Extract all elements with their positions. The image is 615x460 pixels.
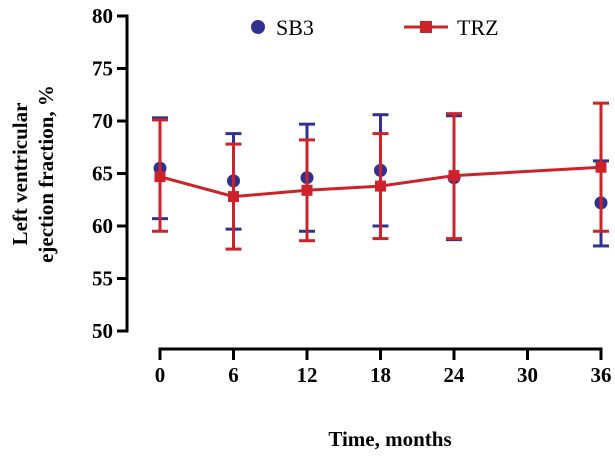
y-tick-label-80: 80 — [92, 4, 113, 28]
x-tick-label-24: 24 — [444, 363, 466, 387]
plot-area — [152, 101, 609, 251]
y-axis-title-line-2: ejection fraction, % — [34, 85, 58, 263]
x-tick-label-0: 0 — [155, 363, 166, 387]
legend-marker-trz — [420, 21, 432, 33]
y-tick-label-50: 50 — [92, 319, 113, 343]
y-tick-label-65: 65 — [92, 162, 113, 186]
y-tick-label-60: 60 — [92, 214, 113, 238]
legend-label-trz: TRZ — [457, 15, 499, 40]
legend-label-sb3: SB3 — [276, 15, 314, 40]
legend-marker-sb3 — [251, 20, 265, 34]
y-tick-label-55: 55 — [92, 267, 113, 291]
y-axis-title-line-1: Left ventricular — [8, 103, 32, 246]
axes: 50 55 60 65 70 75 80 0 6 12 18 24 30 36 — [92, 4, 612, 387]
trz-point-12 — [301, 184, 313, 196]
series-trz — [152, 101, 609, 251]
legend: SB3 TRZ — [251, 15, 499, 40]
trz-line — [159, 165, 602, 199]
x-tick-label-36: 36 — [591, 363, 612, 387]
y-tick-label-75: 75 — [92, 57, 113, 81]
x-tick-label-30: 30 — [517, 363, 538, 387]
y-axis-title: Left ventricular ejection fraction, % — [8, 85, 58, 263]
trz-point-6 — [228, 191, 239, 203]
y-tick-label-70: 70 — [92, 109, 113, 133]
trz-point-36 — [595, 161, 607, 173]
x-tick-label-12: 12 — [297, 363, 318, 387]
trz-point-18 — [375, 180, 386, 192]
x-axis-title: Time, months — [328, 427, 451, 451]
x-tick-label-18: 18 — [370, 363, 391, 387]
x-tick-label-6: 6 — [228, 363, 239, 387]
trz-point-24 — [448, 170, 460, 182]
trz-point-0 — [154, 171, 166, 183]
